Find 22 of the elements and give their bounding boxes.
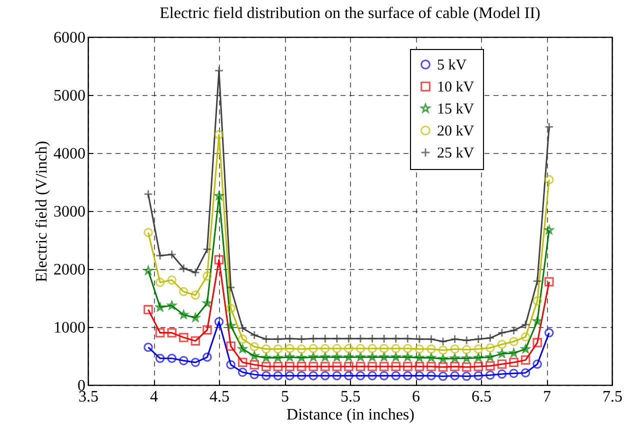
x-tick-label: 4 — [150, 388, 158, 406]
y-tick-label: 6000 — [54, 30, 86, 46]
y-tick-label: 1000 — [54, 320, 86, 336]
legend-label: 10 kV — [437, 80, 474, 96]
y-tick-label: 5000 — [54, 88, 86, 104]
y-axis-title: Electric field (V/inch) — [34, 140, 50, 282]
x-tick-label: 6.5 — [472, 388, 492, 406]
x-tick-label: 5 — [281, 388, 289, 406]
x-tick-label: 7.5 — [602, 388, 622, 406]
y-tick-label: 3000 — [54, 204, 86, 220]
x-tick-label: 7 — [543, 388, 551, 406]
legend-label: 5 kV — [437, 58, 467, 74]
legend-label: 15 kV — [437, 102, 474, 118]
legend-label: 20 kV — [437, 124, 474, 140]
x-tick-label: 6 — [412, 388, 420, 406]
legend-label: 25 kV — [437, 146, 474, 162]
x-tick-label: 5.5 — [340, 388, 360, 406]
y-tick-label: 4000 — [54, 146, 86, 162]
chart-title: Electric field distribution on the surface of cable (Model II) — [160, 5, 540, 22]
x-tick-label: 4.5 — [210, 388, 230, 406]
x-axis-title: Distance (in inches) — [286, 406, 414, 424]
y-tick-label: 2000 — [54, 262, 86, 278]
